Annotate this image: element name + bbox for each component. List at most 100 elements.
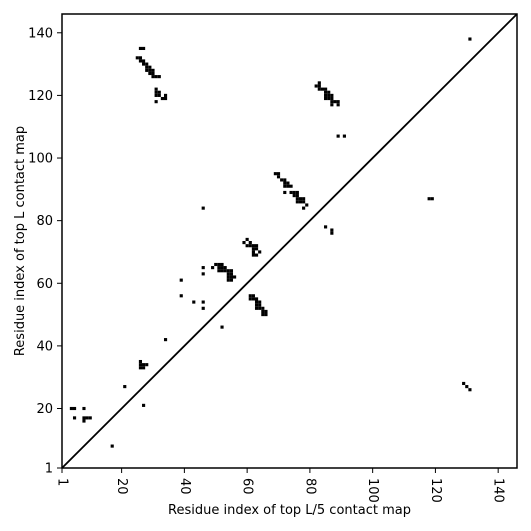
contact-point (330, 100, 334, 104)
contact-point (292, 194, 296, 198)
contact-point (148, 71, 152, 76)
contact-point (330, 103, 334, 107)
contact-point (427, 197, 431, 201)
contact-point (330, 96, 334, 101)
contact-point (468, 37, 472, 41)
contact-point (154, 75, 158, 79)
contact-point (283, 184, 287, 188)
contact-point (148, 65, 152, 69)
contact-point (223, 269, 227, 273)
contact-point (151, 71, 155, 76)
contact-point (154, 90, 158, 94)
contact-point (295, 200, 299, 204)
contact-point (462, 381, 466, 386)
contact-point (264, 313, 268, 317)
contact-point (283, 178, 287, 182)
x-tick-label: 120 (428, 478, 443, 503)
contact-point (302, 197, 306, 201)
contact-point (145, 65, 149, 69)
contact-point (295, 197, 299, 201)
contact-point (226, 278, 230, 282)
contact-point (151, 75, 155, 79)
y-tick-label: 40 (36, 339, 53, 354)
contact-point (248, 241, 252, 245)
contact-point (201, 300, 205, 304)
contact-point (465, 385, 469, 389)
contact-point (258, 303, 262, 307)
contact-point (179, 278, 183, 282)
contact-point (336, 100, 340, 104)
contact-point (160, 96, 164, 101)
contact-point (327, 90, 331, 94)
contact-point (248, 297, 252, 301)
contact-point (254, 297, 259, 301)
contact-point (336, 103, 340, 107)
x-tick-label: 20 (114, 478, 129, 495)
plot-frame (61, 13, 518, 469)
contact-point (226, 275, 230, 279)
contact-point (72, 406, 77, 411)
contact-point (217, 266, 221, 270)
contact-point (254, 300, 259, 304)
contact-point (242, 241, 246, 245)
contact-point (138, 56, 143, 60)
contact-point (145, 62, 149, 66)
contact-point (145, 68, 149, 72)
contact-point (226, 272, 230, 276)
contact-point (214, 262, 218, 267)
x-tick-label: 40 (177, 478, 192, 495)
contact-point (302, 206, 306, 210)
contact-point (430, 197, 434, 201)
contact-point (251, 294, 255, 298)
contact-point (148, 68, 152, 72)
contact-point (157, 75, 161, 79)
y-axis-title: Residue index of top L contact map (13, 126, 28, 356)
contact-point (157, 93, 161, 97)
contact-point (142, 363, 146, 367)
contact-point (251, 244, 255, 248)
points-layer (69, 37, 472, 448)
contact-point (305, 203, 309, 207)
contact-point (220, 269, 224, 273)
contact-point (327, 96, 331, 101)
contact-point (324, 90, 328, 94)
contact-point (295, 194, 299, 198)
contact-point (324, 225, 328, 229)
contact-point (317, 87, 321, 91)
contact-point (251, 250, 255, 254)
y-tick-label: 1 (45, 462, 53, 477)
contact-point (151, 68, 155, 72)
contact-point (201, 206, 205, 210)
contact-point (229, 275, 234, 279)
contact-point (251, 247, 255, 251)
contact-point (258, 300, 262, 304)
contact-point (289, 190, 293, 195)
contact-point (302, 200, 306, 204)
contact-point (327, 93, 331, 97)
contact-point (298, 200, 303, 204)
contact-point (220, 325, 224, 329)
contact-point (163, 93, 168, 97)
y-tick-label: 20 (36, 402, 53, 417)
y-tick-label: 80 (36, 214, 53, 229)
contact-point (201, 306, 205, 310)
contact-point (229, 278, 234, 282)
contact-point (248, 244, 252, 248)
diagonal-layer (61, 13, 518, 469)
contact-point (292, 190, 296, 195)
contact-point (138, 363, 143, 367)
contact-point (320, 87, 325, 91)
x-tick-label: 1 (55, 478, 70, 486)
contact-point (138, 59, 143, 63)
contact-point (273, 172, 277, 176)
contact-point (276, 175, 281, 179)
contact-point (82, 419, 86, 423)
contact-point (229, 269, 234, 273)
contact-point (82, 406, 86, 411)
contact-point (324, 93, 328, 97)
y-tick-label: 100 (28, 152, 53, 167)
contact-point (85, 416, 89, 420)
contact-point (317, 81, 321, 85)
contact-point (217, 269, 221, 273)
contact-point (258, 306, 262, 310)
